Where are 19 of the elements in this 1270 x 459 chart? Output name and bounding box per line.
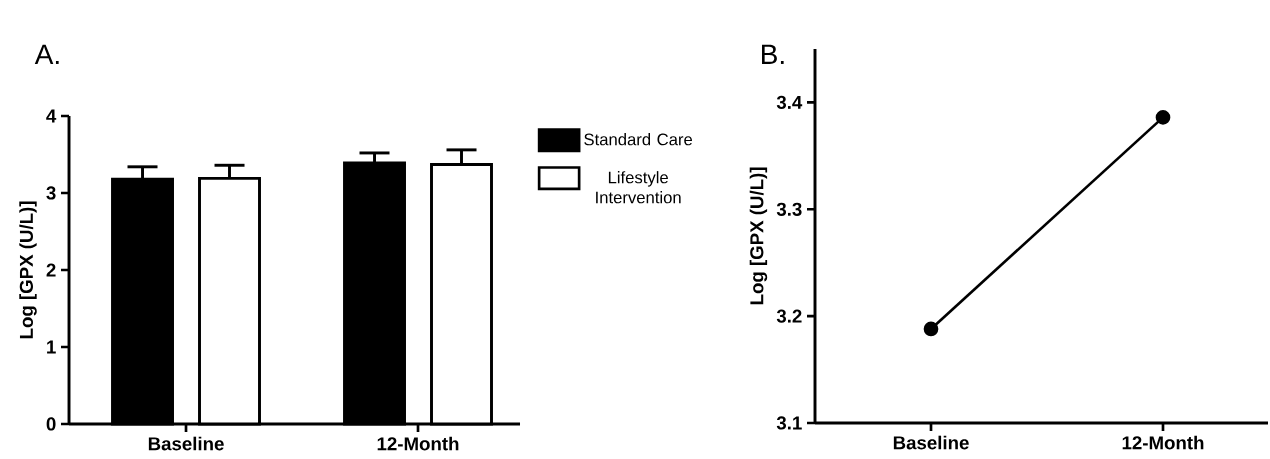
x-tick-label: Baseline [893,435,969,450]
x-tick-label: Baseline [148,436,224,451]
legend-label: Lifestyle Intervention [596,171,681,204]
y-tick-label: 4 [46,109,57,123]
y-tick-label: 2 [46,263,56,277]
y-tick-label: 3 [46,186,56,200]
x-tick-label: 12-Month [377,436,459,451]
y-tick-label: 3.1 [776,416,802,430]
y-tick-label: 3.4 [776,95,803,110]
y-tick-label: 3.2 [776,309,802,323]
x-tick-label: 12-Month [1122,435,1204,450]
legend-label: Standard Care [584,133,693,146]
y-tick-label: 1 [47,340,56,354]
chart-title: A. [34,44,59,64]
y-axis-title: Log [GPX (U/L)] [19,201,37,339]
y-axis-title: Log [GPX (U/L)] [749,167,768,305]
y-tick-label: 0 [46,417,56,431]
chart-title: B. [762,44,784,64]
y-tick-label: 3.3 [776,202,802,216]
